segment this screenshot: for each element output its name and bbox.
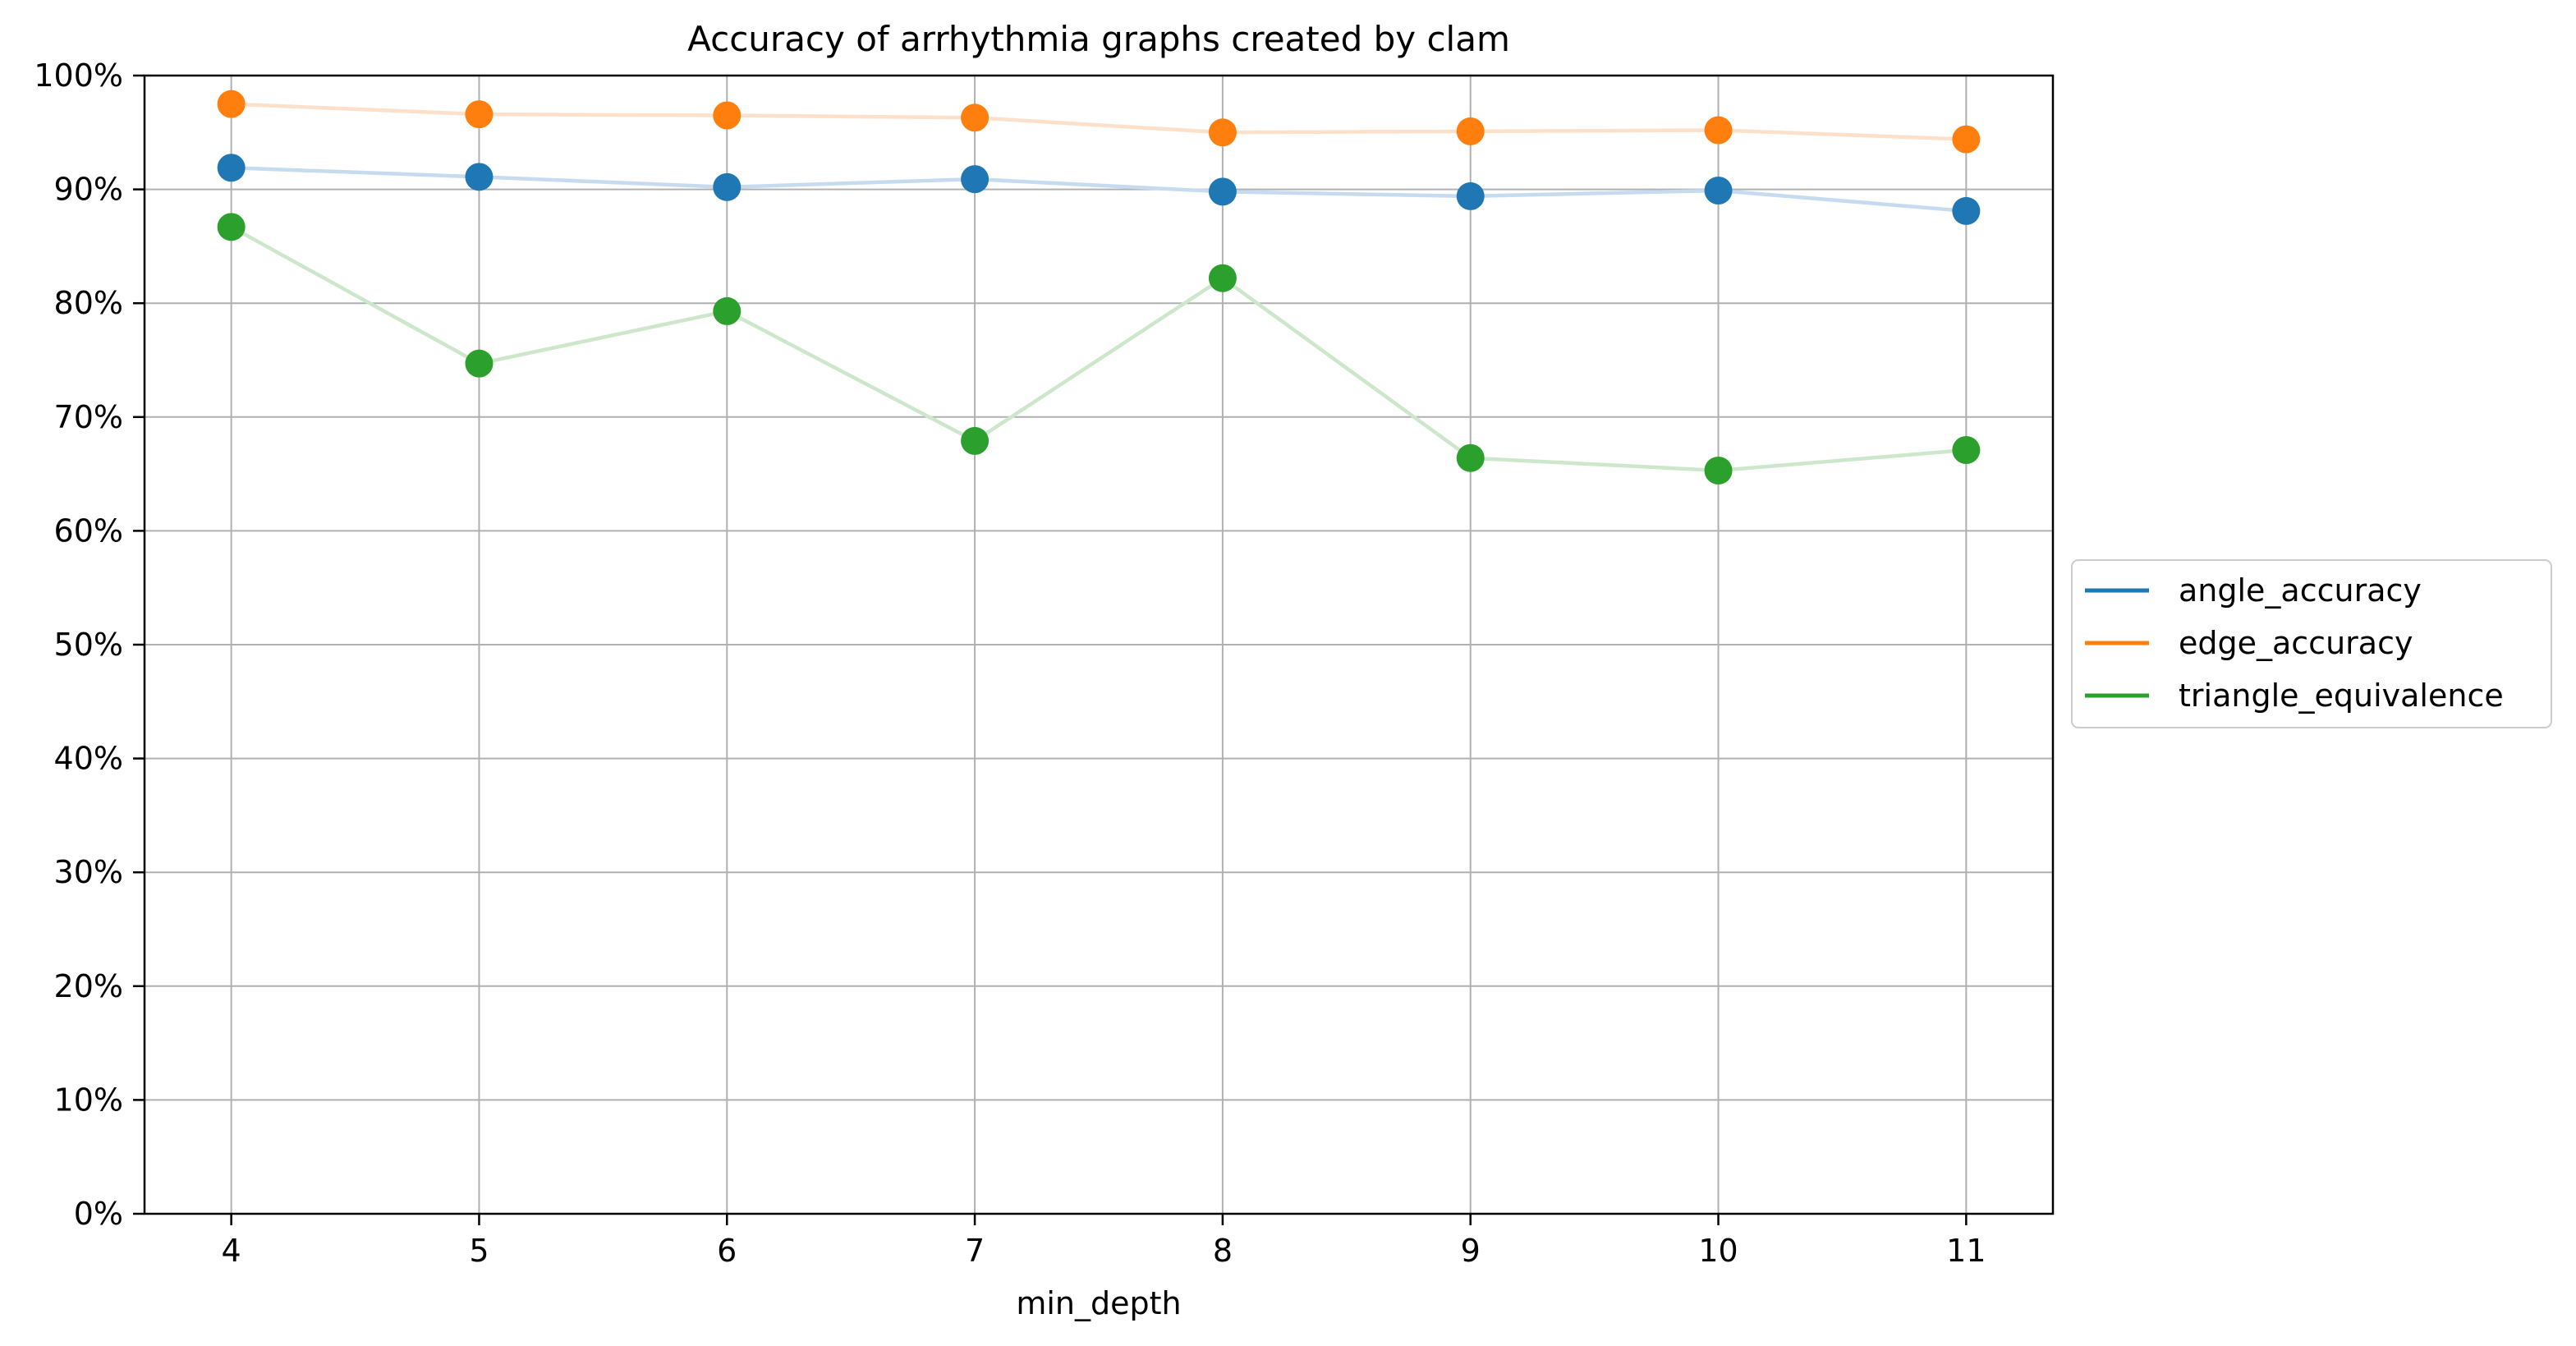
- chart-title: Accuracy of arrhythmia graphs created by…: [687, 19, 1510, 59]
- data-point-angle_accuracy: 89.4: [1456, 181, 1485, 210]
- x-tick-label: 6: [717, 1233, 737, 1269]
- x-tick-label: 10: [1698, 1233, 1738, 1269]
- x-tick-label: 8: [1213, 1233, 1233, 1269]
- grid-lines: [145, 75, 2053, 1215]
- data-point-edge_accuracy: 96.6: [465, 100, 494, 129]
- y-tick-label: 80%: [54, 285, 123, 321]
- data-point-angle_accuracy: 90.2: [713, 172, 742, 201]
- data-point-edge_accuracy: 96.5: [713, 101, 742, 130]
- y-tick-label: 20%: [54, 968, 123, 1004]
- data-point-triangle_equivalence: 82.2: [1208, 264, 1237, 292]
- y-tick-label: 40%: [54, 741, 123, 777]
- x-axis-label: min_depth: [1016, 1285, 1181, 1321]
- y-tick-label: 60%: [54, 512, 123, 549]
- data-point-angle_accuracy: 91.1: [465, 163, 494, 191]
- data-point-edge_accuracy: 96.3: [961, 103, 990, 132]
- legend-box: [2071, 559, 2552, 728]
- x-tick-label: 5: [469, 1233, 489, 1269]
- legend-label-triangle_equivalence[interactable]: triangle_equivalence: [2179, 678, 2504, 714]
- data-point-triangle_equivalence: 67.1: [1952, 435, 1981, 464]
- x-tick-label: 7: [965, 1233, 985, 1269]
- data-point-edge_accuracy: 95.1: [1456, 117, 1485, 145]
- data-point-angle_accuracy: 90.9: [961, 165, 990, 194]
- data-point-edge_accuracy: 95: [1208, 118, 1237, 147]
- series-line-triangle_equivalence: [230, 225, 1967, 473]
- data-point-edge_accuracy: 95.2: [1704, 116, 1733, 145]
- legend-label-edge_accuracy[interactable]: edge_accuracy: [2179, 625, 2413, 661]
- data-point-edge_accuracy: 97.5: [217, 90, 246, 118]
- data-point-triangle_equivalence: 67.9: [961, 426, 990, 455]
- data-point-triangle_equivalence: 65.3: [1704, 456, 1733, 485]
- y-tick-label: 100%: [34, 57, 123, 94]
- series-line-edge_accuracy: [231, 102, 1967, 141]
- legend[interactable]: angle_accuracy edge_accuracy triangle_equi…: [2071, 559, 2552, 728]
- x-tick-label: 11: [1946, 1233, 1986, 1269]
- axes: 4 5 6 7 8 9 10 11 0% 10% 20% 30% 40% 50% 60% 70% 80% 90% 1…: [34, 57, 1986, 1269]
- y-tick-label: 50%: [54, 627, 123, 663]
- data-point-triangle_equivalence: 74.7: [465, 349, 494, 378]
- y-tick-label: 30%: [54, 854, 123, 890]
- data-point-triangle_equivalence: 86.7: [217, 213, 246, 241]
- y-tick-label: 10%: [54, 1082, 123, 1118]
- data-point-angle_accuracy: 89.9: [1704, 176, 1733, 204]
- y-tick-label: 70%: [54, 399, 123, 435]
- data-point-angle_accuracy: 91.9: [217, 154, 246, 182]
- data-point-triangle_equivalence: 66.4: [1456, 443, 1485, 472]
- y-tick-label: 0%: [74, 1196, 123, 1232]
- series-layer: 91.9 91.1 90.2 90.9 89.8 89.4 89.9 88.1 97.5 96.6…: [217, 90, 1981, 485]
- data-point-angle_accuracy: 89.8: [1208, 177, 1237, 206]
- x-tick-label: 9: [1461, 1233, 1481, 1269]
- x-tick-label: 4: [222, 1233, 241, 1269]
- data-point-triangle_equivalence: 79.3: [713, 296, 742, 325]
- legend-label-angle_accuracy[interactable]: angle_accuracy: [2179, 572, 2422, 609]
- data-point-edge_accuracy: 94.4: [1952, 125, 1981, 154]
- series-line-angle_accuracy: [231, 166, 1967, 214]
- data-point-angle_accuracy: 88.1: [1952, 196, 1981, 225]
- y-tick-label: 90%: [54, 172, 123, 208]
